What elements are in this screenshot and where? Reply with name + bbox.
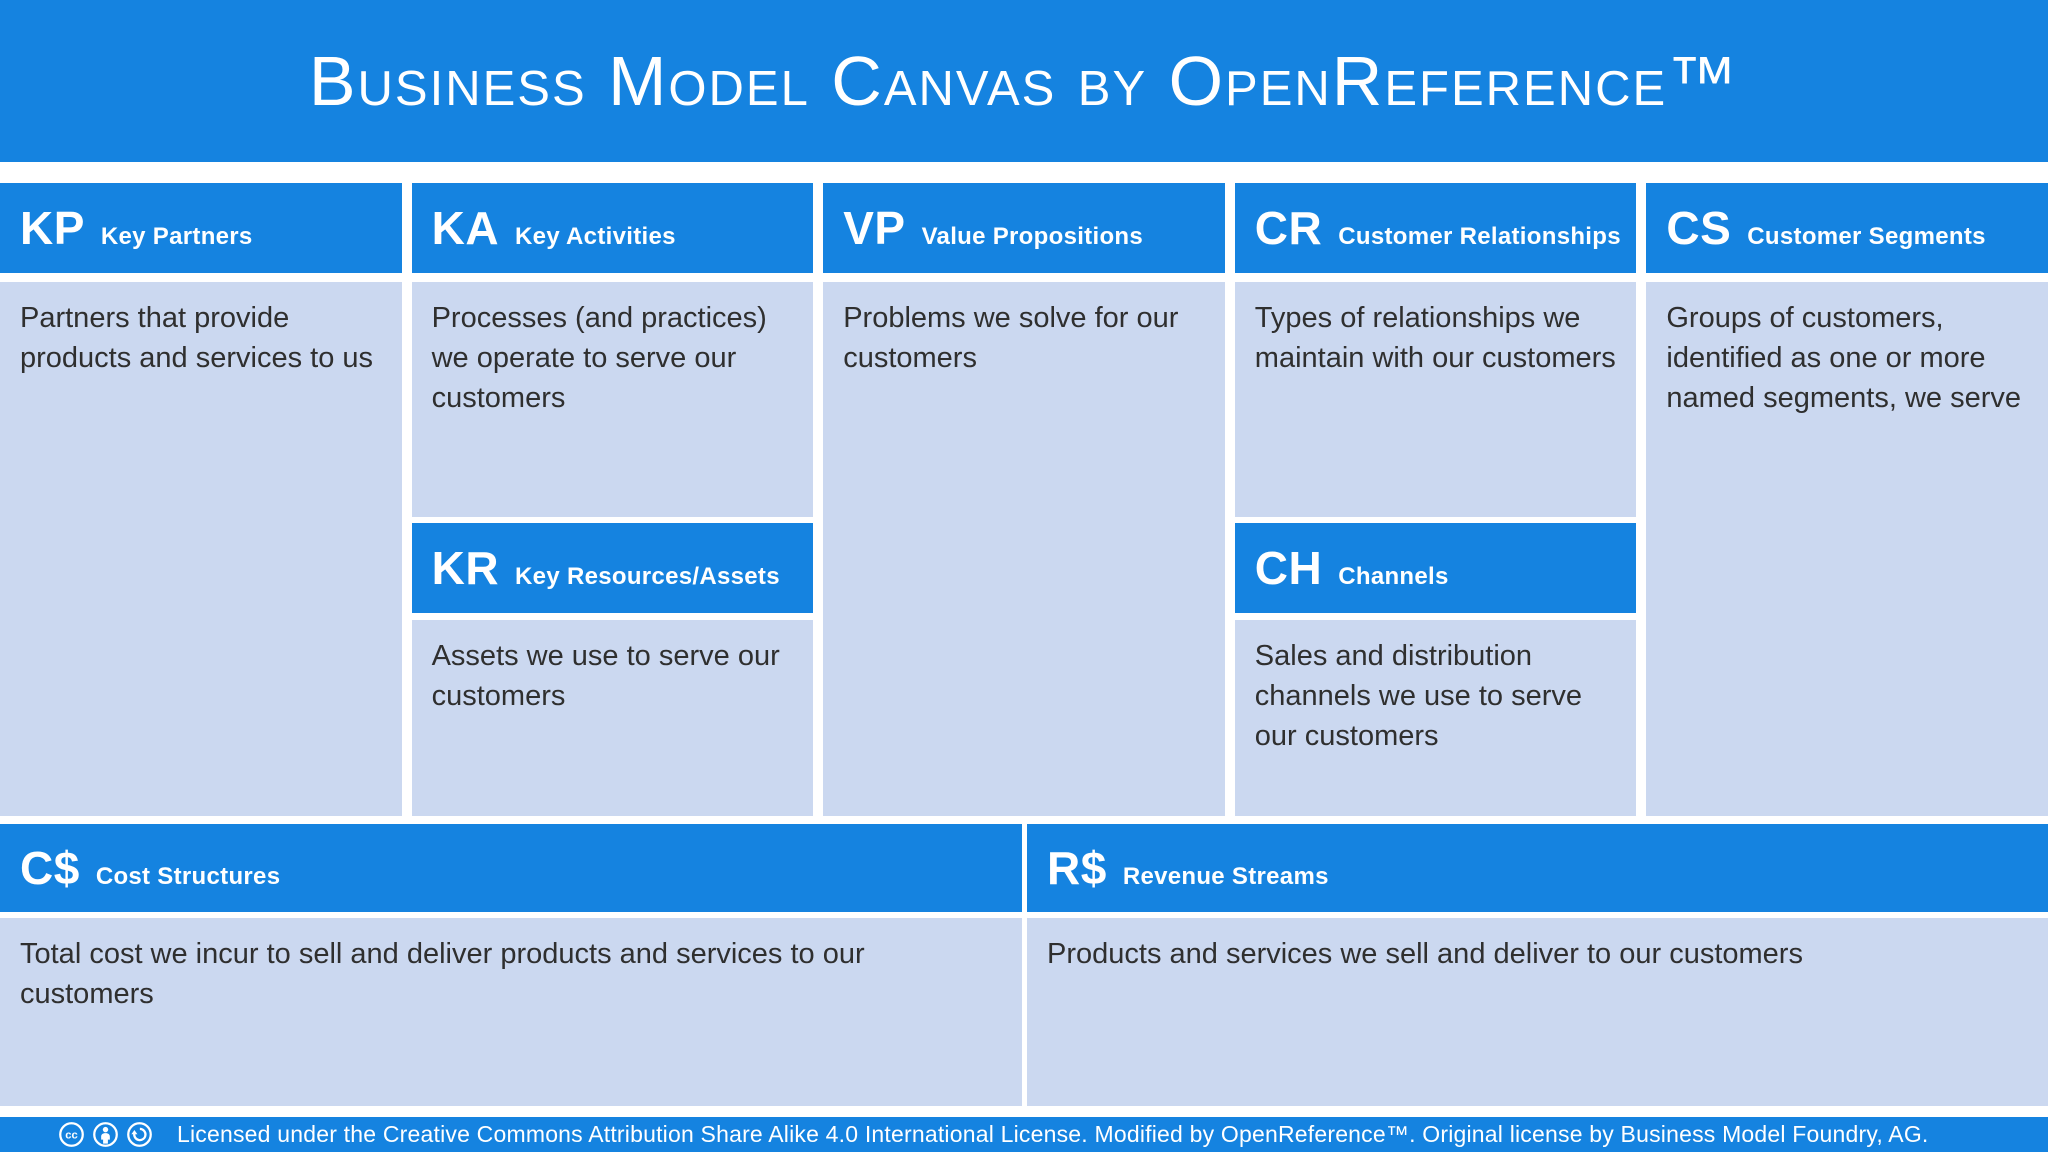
key-activities-description: Processes (and practices) we operate to … [411, 282, 814, 517]
key-resources-code: KR [431, 542, 500, 594]
revenue-streams-label: Revenue Streams [1122, 863, 1329, 890]
key-partners-header: KP Key Partners [0, 183, 402, 273]
page-title: Business Model Canvas by OpenReference™ [308, 42, 1740, 120]
channels-label: Channels [1338, 563, 1449, 590]
customer-relationships-header: CR Customer Relationships [1234, 183, 1637, 273]
bottom-row: C$ Cost Structures Total cost we incur t… [0, 824, 2048, 1106]
customer-relationships-code: CR [1254, 202, 1323, 254]
key-activities-label: Key Activities [515, 223, 676, 250]
value-propositions-header: VP Value Propositions [823, 183, 1225, 273]
license-footer: cc Licensed under the Creative Commons A… [0, 1117, 2048, 1152]
key-partners-description: Partners that provide products and servi… [0, 282, 402, 816]
revenue-streams-header: R$ Revenue Streams [1027, 824, 2048, 912]
cc-share-alike-icon [126, 1121, 153, 1148]
section-cost-structures: C$ Cost Structures Total cost we incur t… [0, 824, 1022, 1106]
key-partners-code: KP [20, 202, 85, 254]
revenue-streams-description: Products and services we sell and delive… [1027, 918, 2048, 1106]
value-propositions-code: VP [843, 202, 906, 254]
value-propositions-description: Problems we solve for our customers [823, 282, 1225, 816]
cc-attribution-icon [92, 1121, 119, 1148]
channels-code: CH [1254, 542, 1323, 594]
customer-segments-header: CS Customer Segments [1646, 183, 2048, 273]
svg-text:cc: cc [65, 1130, 78, 1142]
customer-segments-label: Customer Segments [1747, 223, 1986, 250]
key-partners-label: Key Partners [100, 223, 253, 250]
cost-structures-code: C$ [20, 842, 80, 894]
column-customer-segments: CS Customer Segments Groups of customers… [1646, 183, 2048, 816]
section-revenue-streams: R$ Revenue Streams Products and services… [1027, 824, 2048, 1106]
column-key-activities: KA Key Activities Processes (and practic… [411, 183, 814, 816]
customer-segments-description: Groups of customers, identified as one o… [1646, 282, 2048, 816]
channels-description: Sales and distribution channels we use t… [1234, 620, 1637, 816]
key-resources-description: Assets we use to serve our customers [411, 620, 814, 816]
customer-relationships-label: Customer Relationships [1338, 223, 1621, 250]
cost-structures-header: C$ Cost Structures [0, 824, 1022, 912]
column-customer-relationships: CR Customer Relationships Types of relat… [1234, 183, 1637, 816]
key-activities-header: KA Key Activities [411, 183, 814, 273]
cost-structures-description: Total cost we incur to sell and deliver … [0, 918, 1022, 1106]
cost-structures-label: Cost Structures [95, 863, 281, 890]
customer-segments-code: CS [1666, 202, 1732, 254]
key-resources-header: KR Key Resources/Assets [411, 523, 814, 613]
creative-commons-icons: cc [58, 1121, 153, 1148]
key-activities-code: KA [431, 202, 500, 254]
column-value-propositions: VP Value Propositions Problems we solve … [823, 183, 1225, 816]
column-key-partners: KP Key Partners Partners that provide pr… [0, 183, 402, 816]
channels-header: CH Channels [1234, 523, 1637, 613]
canvas-grid: KP Key Partners Partners that provide pr… [0, 183, 2048, 816]
customer-relationships-description: Types of relationships we maintain with … [1234, 282, 1637, 517]
revenue-streams-code: R$ [1047, 842, 1107, 894]
value-propositions-label: Value Propositions [921, 223, 1144, 250]
key-resources-label: Key Resources/Assets [515, 563, 780, 590]
cc-icon: cc [58, 1121, 85, 1148]
license-text: Licensed under the Creative Commons Attr… [177, 1121, 1929, 1147]
title-band: Business Model Canvas by OpenReference™ [0, 0, 2048, 162]
